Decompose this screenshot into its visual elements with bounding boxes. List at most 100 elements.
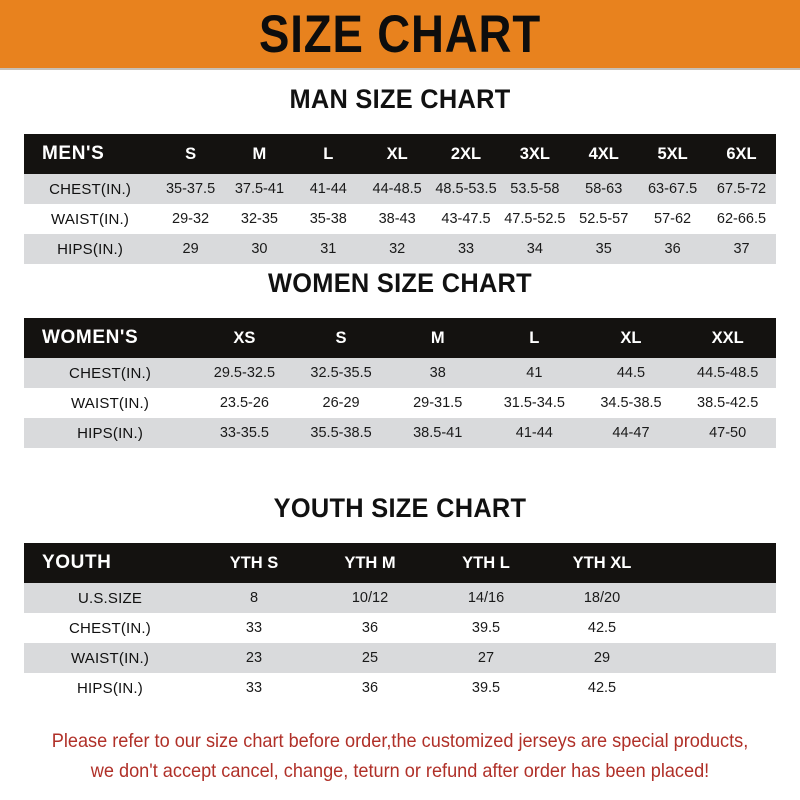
women-cell-0-3: 41 [486,358,583,388]
women-col-header-5: XXL [679,318,776,358]
men-col-header-3: XL [362,134,432,174]
men-cell-2-4: 33 [431,234,501,264]
table-row: CHEST(IN.) 29.5-32.5 32.5-35.5 38 41 44.… [24,358,776,388]
men-corner-label: MEN'S [24,134,157,174]
women-cell-1-4: 34.5-38.5 [582,388,680,418]
youth-cell-2-3: 29 [544,643,660,673]
women-cell-0-2: 38 [389,358,487,388]
women-size-table-wrap: WOMEN'S XS S M L XL XXL CHEST(IN.) 29.5-… [0,318,800,448]
men-cell-2-6: 35 [569,234,639,264]
table-row: WAIST(IN.) 29-32 32-35 35-38 38-43 43-47… [24,204,776,234]
women-section-title: WOMEN SIZE CHART [268,268,532,298]
men-cell-2-5: 34 [500,234,570,264]
youth-corner-label: YOUTH [24,543,196,583]
youth-cell-2-0: 23 [196,643,312,673]
youth-cell-1-3: 42.5 [544,613,660,643]
men-cell-2-1: 30 [225,234,294,264]
men-cell-1-8: 62-66.5 [707,204,776,234]
youth-cell-0-spacer [660,583,776,613]
men-cell-1-1: 32-35 [225,204,294,234]
youth-cell-1-0: 33 [196,613,312,643]
table-row: CHEST(IN.) 33 36 39.5 42.5 [24,613,776,643]
man-section-title: MAN SIZE CHART [289,84,511,114]
youth-cell-0-3: 18/20 [544,583,660,613]
men-cell-2-2: 31 [293,234,363,264]
table-row: HIPS(IN.) 33-35.5 35.5-38.5 38.5-41 41-4… [24,418,776,448]
men-cell-0-5: 53.5-58 [500,174,570,204]
women-size-table: WOMEN'S XS S M L XL XXL CHEST(IN.) 29.5-… [24,318,776,448]
women-cell-1-5: 38.5-42.5 [679,388,776,418]
youth-row-label-2: WAIST(IN.) [24,643,196,673]
men-cell-0-6: 58-63 [569,174,639,204]
women-cell-0-0: 29.5-32.5 [196,358,293,388]
women-cell-1-1: 26-29 [292,388,390,418]
man-size-table: MEN'S S M L XL 2XL 3XL 4XL 5XL 6XL CHEST… [24,134,776,264]
disclaimer-line-1: Please refer to our size chart before or… [51,730,749,752]
table-row: WAIST(IN.) 23 25 27 29 [24,643,776,673]
youth-cell-3-0: 33 [196,673,312,703]
youth-cell-0-2: 14/16 [428,583,544,613]
men-cell-2-7: 36 [638,234,708,264]
disclaimer-line-2: we don't accept cancel, change, teturn o… [90,760,710,783]
men-cell-0-8: 67.5-72 [707,174,776,204]
women-cell-2-1: 35.5-38.5 [292,418,390,448]
men-cell-1-0: 29-32 [156,204,225,234]
youth-cell-2-spacer [660,643,776,673]
women-cell-2-2: 38.5-41 [389,418,487,448]
women-row-label-2: HIPS(IN.) [24,418,197,448]
women-cell-2-3: 41-44 [486,418,583,448]
youth-cell-3-spacer [660,673,776,703]
table-row: HIPS(IN.) 29 30 31 32 33 34 35 36 37 [24,234,776,264]
men-cell-1-6: 52.5-57 [569,204,639,234]
men-col-header-4: 2XL [431,134,501,174]
table-header-row: MEN'S S M L XL 2XL 3XL 4XL 5XL 6XL [24,134,776,174]
men-cell-1-3: 38-43 [362,204,432,234]
women-cell-1-2: 29-31.5 [389,388,487,418]
youth-cell-2-1: 25 [312,643,428,673]
women-row-label-1: WAIST(IN.) [24,388,197,418]
women-col-header-1: S [292,318,390,358]
women-cell-1-3: 31.5-34.5 [486,388,583,418]
men-col-header-5: 3XL [500,134,570,174]
youth-section-title-wrap: YOUTH SIZE CHART [0,493,800,524]
youth-col-header-3: YTH XL [544,543,660,583]
men-col-header-8: 6XL [707,134,776,174]
table-row: U.S.SIZE 8 10/12 14/16 18/20 [24,583,776,613]
men-col-header-6: 4XL [569,134,639,174]
women-row-label-0: CHEST(IN.) [24,358,197,388]
women-corner-label: WOMEN'S [24,318,197,358]
youth-cell-1-spacer [660,613,776,643]
youth-row-label-3: HIPS(IN.) [24,673,196,703]
youth-cell-3-1: 36 [312,673,428,703]
men-cell-0-3: 44-48.5 [362,174,432,204]
men-cell-2-8: 37 [707,234,776,264]
men-cell-0-0: 35-37.5 [156,174,225,204]
men-row-label-0: CHEST(IN.) [24,174,157,204]
youth-cell-1-2: 39.5 [428,613,544,643]
youth-section-title: YOUTH SIZE CHART [273,493,527,523]
page-title: SIZE CHART [258,4,542,64]
disclaimer-text: Please refer to our size chart before or… [28,726,772,786]
table-row: HIPS(IN.) 33 36 39.5 42.5 [24,673,776,703]
women-section-title-wrap: WOMEN SIZE CHART [0,268,800,299]
women-col-header-2: M [389,318,487,358]
men-cell-2-3: 32 [362,234,432,264]
table-row: CHEST(IN.) 35-37.5 37.5-41 41-44 44-48.5… [24,174,776,204]
women-cell-2-0: 33-35.5 [196,418,293,448]
youth-size-table-wrap: YOUTH YTH S YTH M YTH L YTH XL U.S.SIZE … [0,543,800,703]
men-row-label-2: HIPS(IN.) [24,234,157,264]
page-banner: SIZE CHART [0,0,800,70]
men-cell-1-2: 35-38 [293,204,363,234]
youth-cell-3-2: 39.5 [428,673,544,703]
table-row: WAIST(IN.) 23.5-26 26-29 29-31.5 31.5-34… [24,388,776,418]
youth-col-header-1: YTH M [312,543,428,583]
men-cell-0-2: 41-44 [293,174,363,204]
women-cell-0-1: 32.5-35.5 [292,358,390,388]
men-col-header-1: M [225,134,294,174]
man-section-title-wrap: MAN SIZE CHART [0,84,800,115]
youth-cell-3-3: 42.5 [544,673,660,703]
youth-col-header-spacer [660,543,776,583]
table-header-row: WOMEN'S XS S M L XL XXL [24,318,776,358]
youth-cell-0-1: 10/12 [312,583,428,613]
